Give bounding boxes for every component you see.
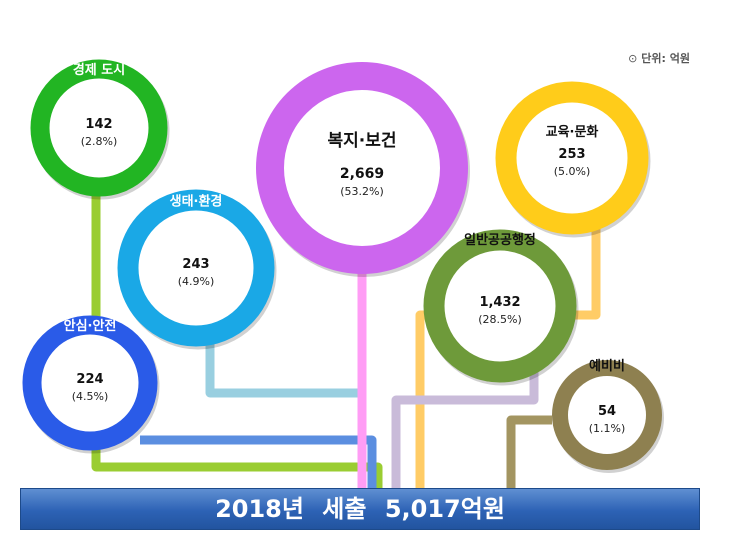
ring-name-3: 안심·안전 — [64, 318, 117, 334]
ring-value-2: 243 — [182, 257, 209, 272]
ring-group-2: 생태·환경 243 (4.9%) — [117, 189, 277, 350]
ring-value-3: 224 — [76, 372, 103, 387]
ring-group-6: 일반공공행정 1,432 (28.5%) — [423, 229, 579, 386]
ring-group-1: 경제 도시 142 (2.8%) — [30, 59, 170, 200]
ring-value-5: 253 — [558, 147, 585, 162]
ring-percent-2: (4.9%) — [178, 275, 215, 288]
ring-group-3: 안심·안전 224 (4.5%) — [22, 315, 160, 454]
ring-5 — [495, 81, 649, 235]
ring-name-6: 일반공공행정 — [464, 232, 536, 248]
ring-percent-4: (53.2%) — [340, 185, 384, 198]
unit-text: 단위: 억원 — [641, 52, 690, 65]
ring-value-6: 1,432 — [479, 295, 520, 310]
ring-1 — [30, 59, 168, 197]
connector-7 — [506, 415, 552, 490]
ring-percent-1: (2.8%) — [81, 135, 118, 148]
ring-2 — [117, 189, 275, 347]
ring-percent-6: (28.5%) — [478, 313, 522, 326]
ring-name-2: 생태·환경 — [170, 193, 223, 209]
ring-4 — [256, 62, 468, 274]
ring-group-4: 복지·보건 2,669 (53.2%) — [256, 62, 470, 277]
ring-value-7: 54 — [598, 404, 616, 419]
unit-note: ⊙ 단위: 억원 — [628, 50, 690, 66]
ring-3 — [22, 315, 158, 451]
ring-7 — [552, 360, 662, 470]
ring-name-1: 경제 도시 — [73, 62, 125, 78]
ring-percent-7: (1.1%) — [589, 422, 626, 435]
ring-name-4: 복지·보건 — [327, 131, 396, 151]
ring-group-5: 교육·문화 253 (5.0%) — [495, 81, 651, 238]
connector-3 — [140, 435, 377, 490]
ring-group-7: 예비비 54 (1.1%) — [552, 358, 664, 473]
connector-6 — [391, 370, 539, 490]
ring-value-4: 2,669 — [340, 166, 384, 182]
ring-percent-3: (4.5%) — [72, 390, 109, 403]
ring-percent-5: (5.0%) — [554, 165, 591, 178]
ring-name-5: 교육·문화 — [546, 124, 599, 140]
ring-value-1: 142 — [85, 117, 112, 132]
ring-6 — [423, 229, 577, 383]
total-banner: 2018년 세출 5,017억원 — [20, 488, 700, 530]
ring-name-7: 예비비 — [589, 358, 625, 374]
circle-bullet-icon: ⊙ — [628, 52, 638, 65]
